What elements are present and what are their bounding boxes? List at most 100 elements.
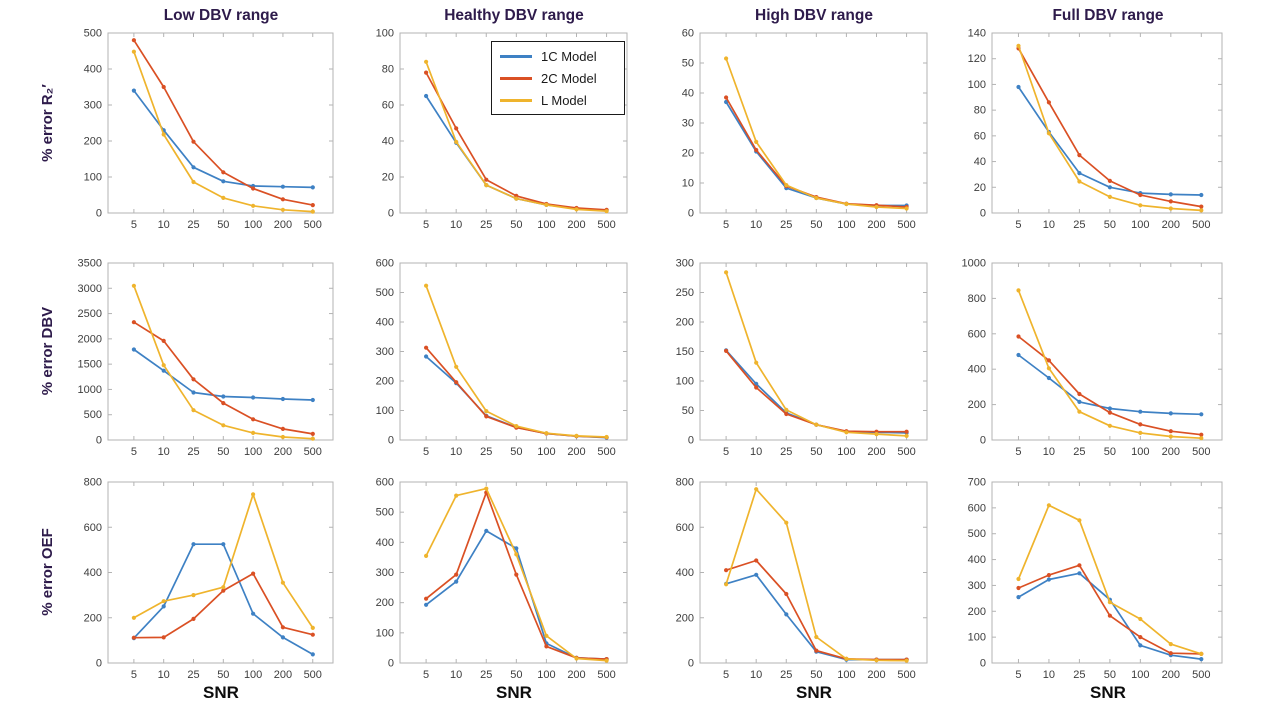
svg-text:100: 100 [1131,219,1149,231]
svg-text:1500: 1500 [78,359,102,371]
svg-text:5: 5 [1015,219,1021,231]
x-axis-label-col4: SNR [1090,683,1126,702]
svg-text:100: 100 [244,219,262,231]
svg-text:0: 0 [96,208,102,220]
svg-text:10: 10 [450,219,462,231]
svg-text:200: 200 [84,612,102,624]
svg-text:100: 100 [376,405,394,417]
svg-text:200: 200 [567,669,585,681]
svg-text:500: 500 [897,219,915,231]
svg-text:0: 0 [980,658,986,670]
svg-text:5: 5 [131,446,137,458]
svg-text:0: 0 [688,435,694,447]
svg-text:400: 400 [968,554,986,566]
svg-text:50: 50 [510,219,522,231]
subplot-row3-col3: 0 200 400 600 800 5 10 25 50 100 200 500 [676,477,928,681]
svg-text:5: 5 [423,219,429,231]
svg-text:140: 140 [968,28,986,40]
svg-text:200: 200 [84,136,102,148]
svg-text:500: 500 [376,287,394,299]
svg-text:5: 5 [723,446,729,458]
svg-text:0: 0 [388,435,394,447]
svg-text:400: 400 [676,567,694,579]
svg-text:100: 100 [837,669,855,681]
svg-text:20: 20 [682,148,694,160]
svg-text:700: 700 [968,477,986,489]
svg-text:50: 50 [510,446,522,458]
legend-swatch-2c [500,76,532,80]
svg-text:40: 40 [382,136,394,148]
svg-text:50: 50 [217,446,229,458]
svg-text:600: 600 [84,522,102,534]
svg-text:50: 50 [217,669,229,681]
row-label-dbv: % error DBV [39,306,56,396]
svg-text:30: 30 [682,118,694,130]
legend-label-l: L Model [541,92,587,108]
svg-text:10: 10 [158,219,170,231]
subplot-row1-col4: 0 20 40 60 80 100 120 140 5 10 25 50 100 200 500 [968,28,1223,231]
svg-text:5: 5 [131,219,137,231]
svg-text:200: 200 [676,317,694,329]
svg-text:100: 100 [537,446,555,458]
svg-text:500: 500 [1192,219,1210,231]
legend-label-2c: 2C Model [541,70,597,86]
svg-text:25: 25 [187,446,199,458]
row-label-r2-prime: % error R₂′ [39,84,56,162]
svg-text:10: 10 [750,446,762,458]
svg-text:50: 50 [510,669,522,681]
subplot-row2-col3: 0 50 100 150 200 250 300 5 10 25 50 100 200 500 [676,258,928,458]
svg-text:50: 50 [810,669,822,681]
svg-text:50: 50 [1104,669,1116,681]
svg-text:20: 20 [974,182,986,194]
svg-text:200: 200 [567,446,585,458]
svg-text:400: 400 [376,537,394,549]
svg-text:600: 600 [676,522,694,534]
svg-text:5: 5 [723,219,729,231]
svg-text:25: 25 [187,219,199,231]
svg-text:500: 500 [84,28,102,40]
svg-text:100: 100 [1131,446,1149,458]
svg-text:10: 10 [158,446,170,458]
svg-text:40: 40 [974,156,986,168]
svg-text:300: 300 [968,580,986,592]
svg-text:100: 100 [84,172,102,184]
svg-text:10: 10 [1043,219,1055,231]
svg-text:200: 200 [567,219,585,231]
subplot-row1-col1: 0 100 200 300 400 500 5 10 25 50 100 200 500 [84,28,334,231]
svg-text:50: 50 [1104,446,1116,458]
column-title-healthy-dbv: Healthy DBV range [444,7,584,24]
legend-item-1c: 1C Model [500,48,614,64]
svg-text:25: 25 [780,219,792,231]
svg-text:5: 5 [1015,446,1021,458]
svg-text:25: 25 [1073,219,1085,231]
svg-text:300: 300 [376,346,394,358]
svg-text:100: 100 [1131,669,1149,681]
svg-text:10: 10 [750,219,762,231]
svg-text:300: 300 [84,100,102,112]
svg-text:200: 200 [968,399,986,411]
subplot-row2-col4: 0 200 400 600 800 1000 5 10 25 50 100 200 500 [962,258,1223,458]
svg-text:25: 25 [480,219,492,231]
svg-text:200: 200 [274,669,292,681]
svg-text:80: 80 [382,64,394,76]
column-title-full-dbv: Full DBV range [1052,7,1164,24]
svg-text:100: 100 [244,669,262,681]
svg-text:2000: 2000 [78,333,102,345]
svg-text:800: 800 [84,477,102,489]
svg-text:400: 400 [376,317,394,329]
svg-text:600: 600 [968,502,986,514]
svg-text:0: 0 [688,208,694,220]
svg-text:200: 200 [376,597,394,609]
legend-item-2c: 2C Model [500,70,614,86]
subplot-row3-col4: 0 100 200 300 400 500 600 700 5 10 25 50 100 200 500 [968,477,1223,681]
svg-text:100: 100 [968,79,986,91]
svg-text:25: 25 [1073,669,1085,681]
svg-text:0: 0 [980,208,986,220]
svg-text:25: 25 [1073,446,1085,458]
svg-text:60: 60 [682,28,694,40]
svg-text:800: 800 [968,293,986,305]
svg-text:500: 500 [1192,669,1210,681]
svg-text:10: 10 [1043,446,1055,458]
svg-text:2500: 2500 [78,308,102,320]
svg-text:200: 200 [274,446,292,458]
